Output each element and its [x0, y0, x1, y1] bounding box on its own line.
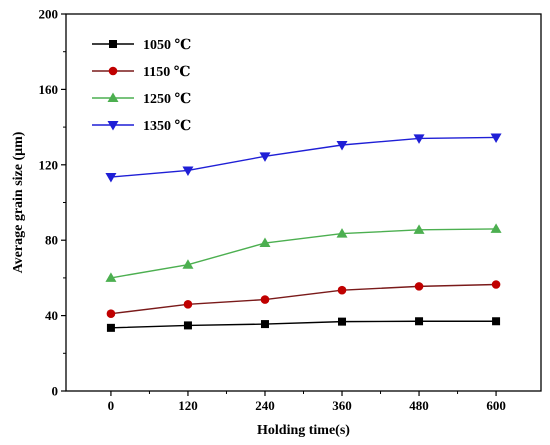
y-axis-title: Average grain size (μm) — [11, 131, 26, 273]
axes: 0 40 80 120 160 200 0 120 240 360 480 600 — [39, 7, 542, 413]
x-tick-label: 480 — [409, 398, 429, 413]
legend-marker — [108, 66, 118, 76]
legend-label: 1350 ℃ — [143, 119, 192, 134]
y-tick-label: 200 — [39, 7, 59, 22]
data-point — [413, 134, 425, 144]
data-point — [260, 295, 270, 304]
data-point — [336, 141, 348, 151]
x-tick-label: 0 — [108, 398, 115, 413]
legend-marker — [109, 40, 117, 48]
y-tick-label: 0 — [52, 384, 59, 399]
data-point — [183, 321, 192, 330]
data-point — [183, 299, 193, 309]
data-point — [259, 152, 271, 162]
data-point — [337, 285, 347, 295]
x-tick-label: 240 — [255, 398, 275, 413]
legend-label: 1050 ℃ — [143, 38, 192, 53]
data-point — [182, 259, 194, 269]
y-tick-label: 160 — [39, 82, 59, 97]
x-tick-label: 120 — [178, 398, 198, 413]
legend-label: 1150 ℃ — [143, 65, 191, 80]
series-4 — [105, 133, 502, 183]
data-point — [414, 282, 424, 291]
series-line — [110, 136, 497, 178]
legend-marker — [107, 92, 119, 102]
legend-label: 1250 ℃ — [143, 92, 192, 107]
data-point — [490, 133, 502, 143]
data-point — [413, 224, 425, 234]
x-tick-label: 600 — [486, 398, 506, 413]
data-point — [182, 166, 194, 176]
series-line — [110, 228, 497, 279]
series-line — [110, 283, 497, 315]
legend-item: 1050 ℃ — [92, 38, 192, 53]
data-point — [105, 173, 117, 183]
data-point — [105, 272, 117, 282]
plot-frame — [65, 13, 542, 392]
series-1 — [106, 317, 501, 332]
x-tick-label: 360 — [332, 398, 352, 413]
data-point — [415, 317, 424, 326]
legend-item: 1250 ℃ — [92, 92, 192, 107]
data-point — [338, 317, 347, 326]
series-3 — [105, 223, 502, 282]
legend: 1050 ℃ 1150 ℃ 1250 ℃ 1350 ℃ — [92, 38, 192, 134]
y-tick-label: 120 — [39, 157, 59, 172]
data-point — [260, 320, 269, 329]
y-tick-label: 80 — [45, 233, 58, 248]
y-tick-label: 40 — [45, 308, 58, 323]
data-point — [106, 309, 116, 319]
series-2 — [106, 280, 501, 319]
series-layer — [105, 133, 502, 332]
data-point — [336, 228, 348, 238]
data-point — [492, 317, 501, 326]
data-point — [490, 223, 502, 233]
series-line — [110, 320, 497, 329]
data-point — [491, 280, 501, 289]
data-point — [259, 237, 271, 248]
data-point — [106, 323, 115, 332]
x-axis-title: Holding time(s) — [257, 423, 350, 438]
legend-marker — [107, 121, 119, 131]
legend-item: 1150 ℃ — [92, 65, 191, 80]
legend-item: 1350 ℃ — [92, 119, 192, 134]
